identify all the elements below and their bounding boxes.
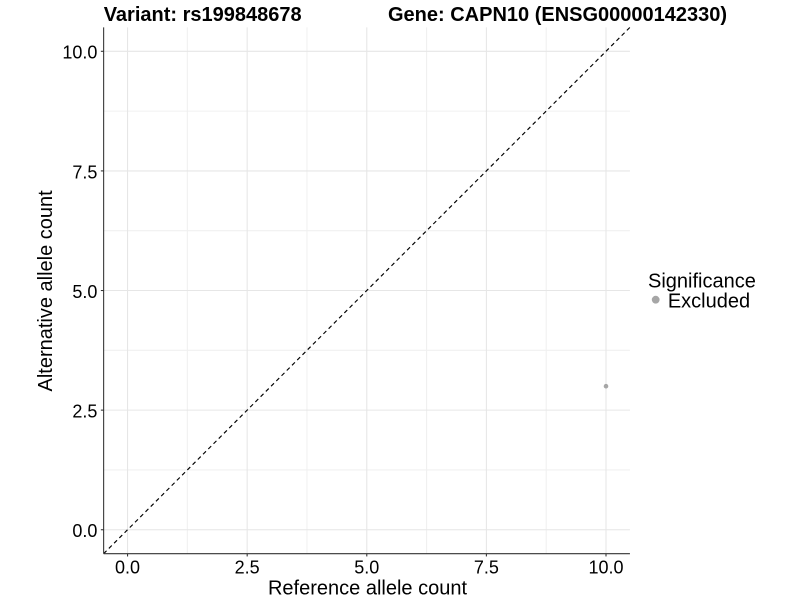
- svg-text:7.5: 7.5: [72, 162, 97, 182]
- svg-text:Alternative allele count: Alternative allele count: [35, 190, 57, 392]
- svg-text:10.0: 10.0: [588, 557, 623, 577]
- svg-text:Reference allele count: Reference allele count: [268, 577, 467, 599]
- svg-text:5.0: 5.0: [72, 282, 97, 302]
- svg-text:Excluded: Excluded: [668, 291, 750, 313]
- svg-text:0.0: 0.0: [72, 521, 97, 541]
- svg-text:5.0: 5.0: [354, 557, 379, 577]
- svg-text:10.0: 10.0: [62, 43, 97, 63]
- svg-text:2.5: 2.5: [235, 557, 260, 577]
- svg-text:0.0: 0.0: [115, 557, 140, 577]
- svg-text:2.5: 2.5: [72, 402, 97, 422]
- svg-text:Gene: CAPN10 (ENSG00000142330): Gene: CAPN10 (ENSG00000142330): [388, 4, 727, 26]
- svg-text:7.5: 7.5: [474, 557, 499, 577]
- svg-text:Variant: rs199848678: Variant: rs199848678: [104, 4, 302, 26]
- svg-text:Significance: Significance: [648, 270, 756, 292]
